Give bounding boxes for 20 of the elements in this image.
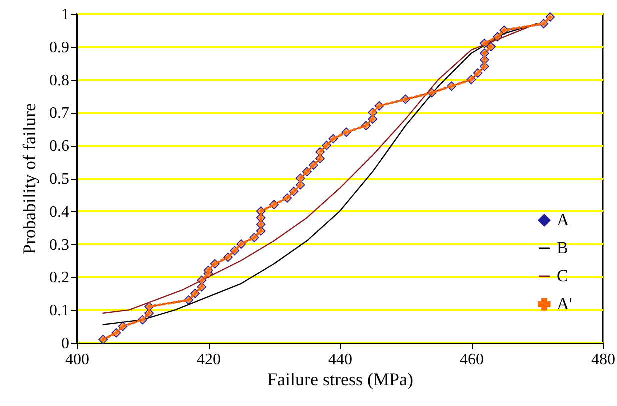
y-tick-label: 0.6	[50, 138, 70, 156]
y-axis-title: Probability of failure	[20, 104, 40, 254]
x-axis-title: Failure stress (MPa)	[268, 370, 414, 390]
y-tick-label: 0.3	[50, 236, 70, 254]
y-tick-label: 0	[62, 336, 70, 352]
y-tick-label: 0.4	[50, 204, 70, 221]
x-tick-label: 440	[328, 352, 352, 368]
x-tick-label: 400	[66, 352, 90, 368]
y-tick-label: 1	[62, 6, 70, 24]
legend-label: A	[557, 210, 570, 230]
y-tick-label: 0.7	[50, 105, 70, 122]
y-tick-label: 0.1	[50, 302, 70, 320]
x-tick-label: 420	[197, 352, 221, 368]
y-tick-label: 0.5	[50, 171, 70, 188]
x-tick-label: 480	[592, 352, 616, 368]
legend-label: A'	[557, 294, 572, 314]
y-tick-label: 0.2	[50, 270, 70, 287]
y-tick-label: 0.8	[50, 72, 70, 90]
x-tick-label: 460	[460, 352, 484, 368]
y-tick-label: 0.9	[50, 39, 70, 56]
